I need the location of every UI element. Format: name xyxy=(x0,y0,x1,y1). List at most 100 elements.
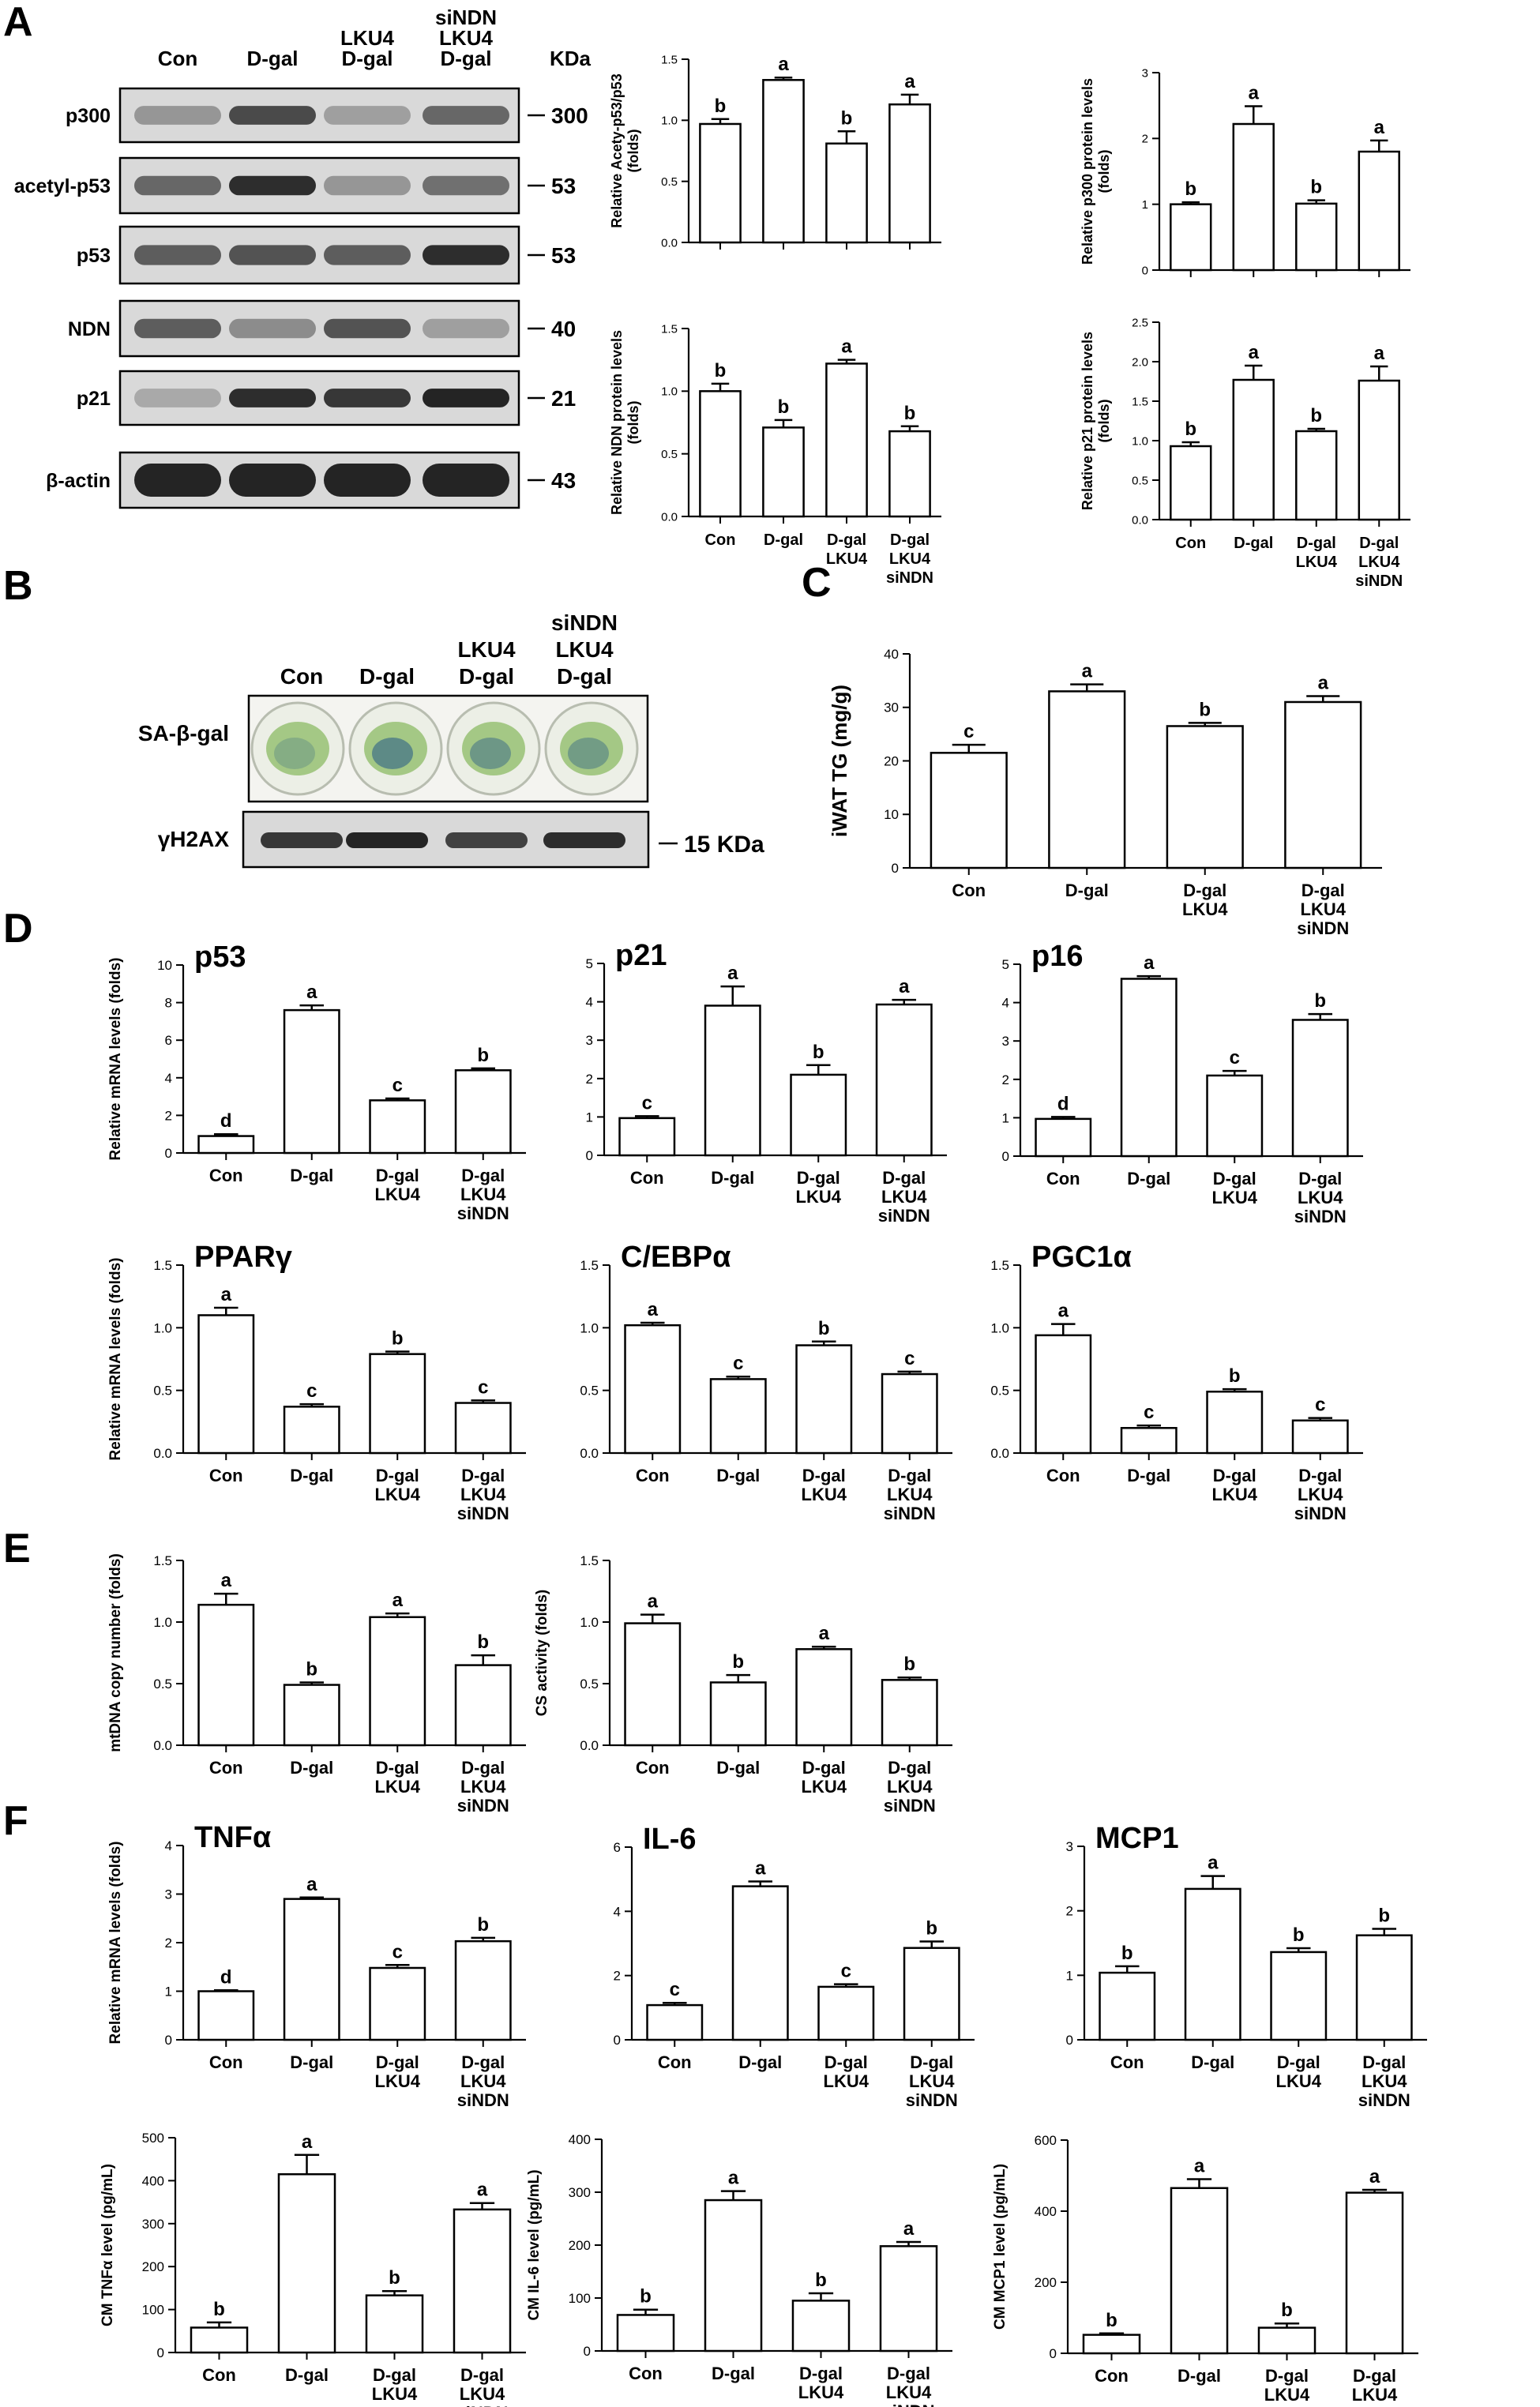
panel-label-f: F xyxy=(3,1798,28,1844)
bar xyxy=(881,1679,938,1747)
x-category-label-line-0: D-gal xyxy=(461,2052,505,2072)
bar xyxy=(1291,1419,1349,1455)
significance-letter: b xyxy=(1121,1943,1133,1964)
bar xyxy=(624,1324,682,1455)
x-category-label-line-2: siNDN xyxy=(878,1206,930,1226)
x-category-label-line-0: D-gal xyxy=(1213,1169,1256,1188)
x-category-label-line-0: D-gal xyxy=(1298,1466,1342,1485)
chart-title: p16 xyxy=(1031,940,1083,973)
x-category-label-line-1: LKU4 xyxy=(1362,2071,1407,2091)
x-category-label-line-1: LKU4 xyxy=(887,1777,933,1797)
y-tick-label: 1.0 xyxy=(990,1320,1009,1335)
y-tick-label: 400 xyxy=(569,2132,591,2147)
blue-stain xyxy=(372,738,413,769)
y-axis-label: iWAT TG (mg/g) xyxy=(828,685,851,837)
blot-band xyxy=(229,464,316,497)
significance-letter: a xyxy=(1249,83,1260,104)
bar xyxy=(1355,1934,1413,2041)
y-tick-label: 400 xyxy=(142,2173,164,2188)
chart-f-cm-tnfa: 0100200300400500bConaD-galbD-galLKU4aD-g… xyxy=(100,2131,526,2407)
significance-letter: a xyxy=(306,982,317,1003)
blot-band xyxy=(229,175,316,196)
y-tick-label: 1.5 xyxy=(990,1258,1009,1273)
significance-letter: b xyxy=(778,396,790,418)
x-category-label-line-0: D-gal xyxy=(1183,881,1226,900)
bar xyxy=(365,2294,424,2354)
chart-e-mtdna: 0.00.51.01.5aConbD-galaD-galLKU4bD-galLK… xyxy=(107,1553,526,1816)
significance-letter: b xyxy=(813,1042,824,1063)
bar xyxy=(1166,725,1244,869)
y-tick-label: 1.0 xyxy=(1132,434,1148,448)
bar xyxy=(283,1406,340,1455)
x-category-label-line-0: D-gal xyxy=(1065,881,1109,900)
x-category-label-line-0: Con xyxy=(636,1466,670,1485)
chart-d-pparg: 0.00.51.01.5aConcD-galbD-galLKU4cD-galLK… xyxy=(107,1241,526,1523)
lane-label-line-0: LKU4 xyxy=(340,26,394,50)
y-tick-label: 10 xyxy=(157,958,172,973)
significance-letter: b xyxy=(1378,1906,1390,1927)
y-axis-label: Relative mRNA levels (folds) xyxy=(107,1258,124,1461)
bar xyxy=(699,122,742,244)
y-tick-label: 1.0 xyxy=(580,1320,599,1335)
significance-letter: b xyxy=(1185,178,1196,200)
x-category-label-line-0: Con xyxy=(1095,2366,1129,2386)
x-category-label-line-0: Con xyxy=(1046,1466,1080,1485)
panel-label-a: A xyxy=(3,0,33,45)
x-category-label-line-0: D-gal xyxy=(882,1168,926,1188)
x-category-label-line-0: D-gal xyxy=(461,1466,505,1485)
y-tick-label: 0 xyxy=(1142,264,1148,277)
bar xyxy=(197,1990,255,2041)
bar xyxy=(699,390,742,518)
bar xyxy=(1120,1427,1178,1455)
kda-value: 53 xyxy=(551,243,576,268)
x-category-label-line-0: D-gal xyxy=(711,1168,754,1188)
x-category-label-line-1: LKU4 xyxy=(1182,899,1228,919)
x-category-label-line-0: Con xyxy=(202,2365,236,2385)
y-tick-label: 200 xyxy=(569,2238,591,2253)
significance-letter: b xyxy=(715,360,727,381)
x-category-label-line-0: D-gal xyxy=(1178,2366,1221,2386)
x-category-label-line-0: Con xyxy=(209,1166,243,1185)
kda-header: KDa xyxy=(550,47,592,70)
y-tick-label: 2 xyxy=(165,1936,172,1951)
y-tick-label: 30 xyxy=(884,700,899,715)
bar xyxy=(1232,122,1275,272)
significance-letter: c xyxy=(904,1348,915,1369)
bar xyxy=(762,79,805,244)
x-category-label-line-0: Con xyxy=(658,2052,692,2072)
bar xyxy=(709,1681,767,1747)
y-tick-label: 1.0 xyxy=(661,115,678,128)
bar xyxy=(930,752,1008,869)
x-category-label-line-0: D-gal xyxy=(797,1168,840,1188)
y-tick-label: 400 xyxy=(1035,2204,1057,2219)
x-category-label-line-0: D-gal xyxy=(1277,2052,1320,2072)
significance-letter: a xyxy=(904,71,915,92)
y-axis-label: Relative Acety-p53/p53 xyxy=(609,73,625,227)
x-category-label-line-1: LKU4 xyxy=(460,2071,506,2091)
well-tissue xyxy=(266,722,329,775)
kda-value: 40 xyxy=(551,317,576,341)
significance-letter: a xyxy=(1249,342,1260,363)
bar xyxy=(1206,1074,1264,1158)
x-category-label-line-2: siNDN xyxy=(1294,1504,1347,1523)
x-category-label-line-0: D-gal xyxy=(373,2365,416,2385)
lane-label-line-0: siNDN xyxy=(551,610,618,635)
x-category-label-line-0: D-gal xyxy=(716,1758,760,1778)
y-tick-label: 0 xyxy=(1066,2033,1073,2048)
significance-letter: a xyxy=(728,2168,739,2189)
x-category-label-line-2: siNDN xyxy=(1297,918,1349,938)
bar xyxy=(1099,1971,1156,2041)
chart-d-p53: 0246810dConaD-galcD-galLKU4bD-galLKU4siN… xyxy=(107,941,526,1223)
significance-letter: b xyxy=(1310,177,1322,198)
y-tick-label: 200 xyxy=(142,2259,164,2274)
chart-f-cm-mcp1: 0200400600bConaD-galbD-galLKU4aD-galLKU4… xyxy=(992,2133,1418,2407)
significance-letter: c xyxy=(1230,1047,1240,1068)
gh2ax-kda: 15 KDa xyxy=(684,832,764,858)
x-category-label-line-1: LKU4 xyxy=(1298,1188,1343,1207)
x-category-label-line-2: siNDN xyxy=(882,2401,934,2407)
bar xyxy=(1257,2326,1317,2355)
y-tick-label: 500 xyxy=(142,2131,164,2146)
bar xyxy=(616,2314,675,2353)
y-axis-label: CM MCP1 level (pg/mL) xyxy=(992,2164,1009,2330)
